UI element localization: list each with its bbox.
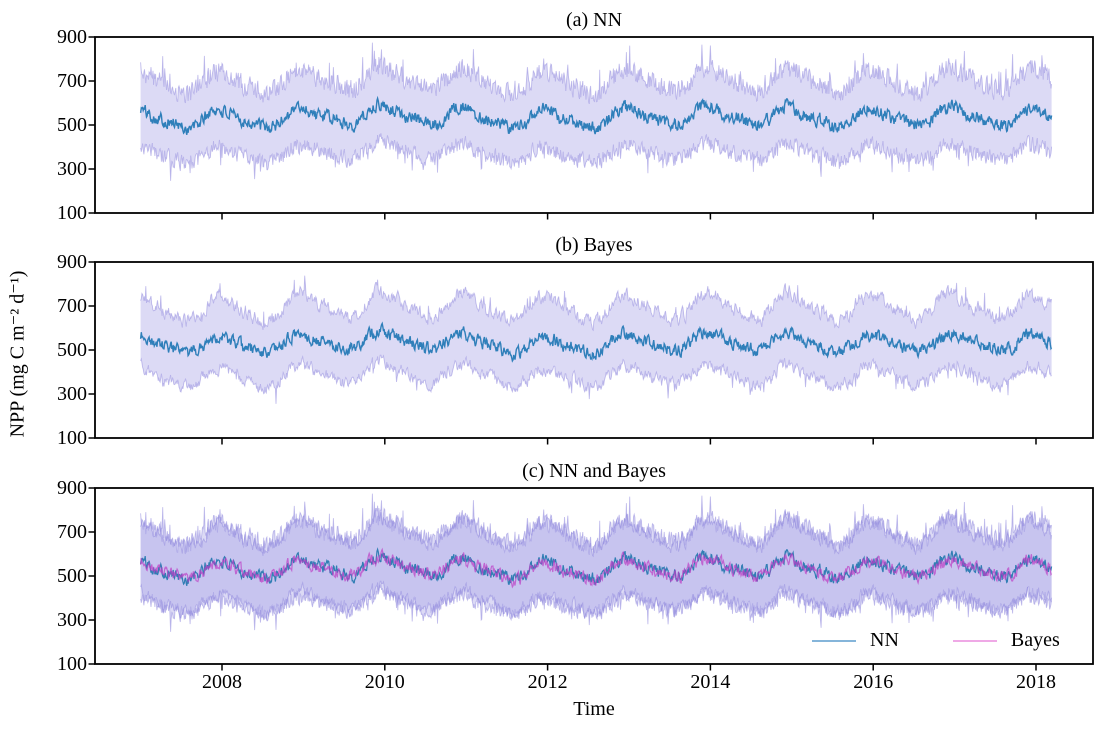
y-tick-label: 300 [57, 383, 87, 405]
legend-entry-bayes: Bayes [952, 629, 1060, 652]
nn-mean-line [139, 95, 1053, 135]
x-tick-label: 2018 [1016, 671, 1056, 693]
nn-band-upper-edge [140, 42, 1053, 104]
legend-bayes-line-sample [952, 639, 997, 642]
subplot-a-plot-area [88, 36, 1094, 220]
y-tick-label: 700 [57, 70, 87, 92]
bayes-band-upper-edge [140, 275, 1053, 332]
y-tick-label: 900 [57, 26, 87, 48]
tick-marks [88, 36, 1037, 220]
subplot-b-title: (b) Bayes [555, 234, 633, 256]
x-tick-label: 2016 [853, 671, 894, 693]
legend-bayes-label: Bayes [1010, 629, 1060, 651]
axes-frame [94, 487, 1094, 665]
nn-band-lower-edge [140, 133, 1053, 181]
x-tick-label: 2010 [364, 671, 405, 693]
y-tick-label: 900 [57, 477, 87, 499]
legend-nn-line-sample [812, 639, 856, 642]
y-tick-label: 900 [57, 251, 87, 273]
y-tick-label: 300 [57, 158, 87, 180]
bayes-overlay-band-upper-edge [140, 501, 1053, 558]
legend: NN Bayes [812, 629, 1060, 652]
y-tick-label: 100 [57, 427, 87, 449]
x-tick-label: 2008 [202, 671, 242, 693]
subplot-a-title: (a) NN [565, 9, 623, 31]
y-tick-label: 300 [57, 609, 87, 631]
axes-frame [94, 36, 1094, 214]
legend-entry-nn: NN [812, 629, 899, 652]
y-tick-label: 100 [57, 653, 87, 675]
x-axis-label: Time [573, 698, 615, 720]
subplot-c-title: (c) NN and Bayes [522, 460, 666, 482]
nn-overlay-band-upper-edge [140, 493, 1053, 555]
tick-marks [88, 261, 1037, 445]
nn-overlay-band-lower-edge [140, 584, 1053, 632]
bayes-mean-line [139, 321, 1053, 363]
bayes-mean-line-overlay [140, 547, 1053, 589]
bayes-band-lower-edge [140, 354, 1052, 404]
subplot-c-plot-area [88, 487, 1094, 671]
y-tick-label: 500 [57, 339, 87, 361]
bayes-overlay-band-lower-edge [140, 580, 1052, 630]
subplot-b-plot-area [88, 261, 1094, 445]
y-tick-label: 700 [57, 521, 87, 543]
y-tick-label: 100 [57, 202, 87, 224]
y-tick-label: 700 [57, 295, 87, 317]
axes-frame [94, 261, 1094, 439]
x-tick-label: 2014 [690, 671, 731, 693]
x-tick-label: 2012 [527, 671, 568, 693]
y-tick-label: 500 [57, 114, 87, 136]
tick-marks [88, 487, 1037, 671]
legend-nn-label: NN [870, 629, 899, 651]
y-tick-label: 500 [57, 565, 87, 587]
bayes-uncertainty-band [140, 275, 1052, 404]
y-axis-label: NPP (mg C m⁻² d⁻¹) [6, 270, 29, 438]
